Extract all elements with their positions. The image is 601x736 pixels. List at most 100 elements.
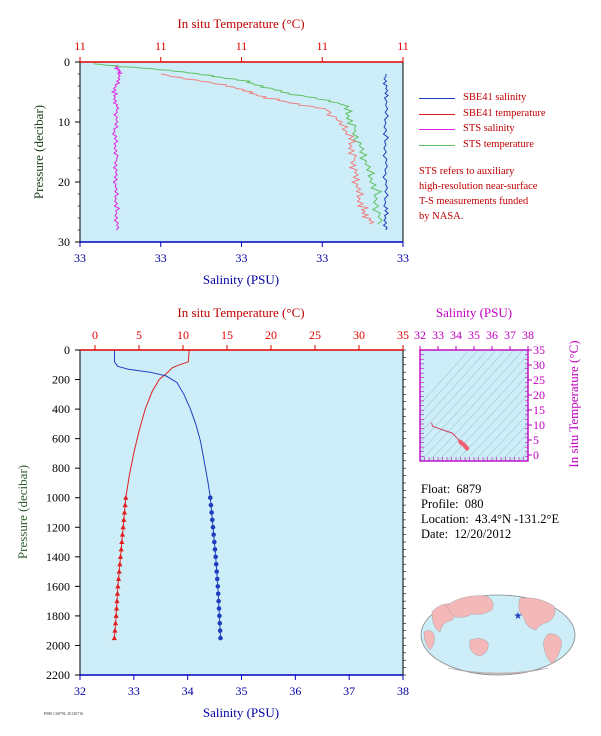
- float-location-marker: ★: [514, 611, 523, 622]
- temperature-marker: [120, 524, 126, 530]
- legend-swatch: [419, 98, 455, 99]
- temperature-marker: [114, 598, 120, 604]
- top-sal-axis-label: Salinity (PSU): [203, 272, 279, 287]
- legend-label: STS temperature: [463, 138, 534, 150]
- map-land-africa: [423, 630, 435, 651]
- salinity-marker: [214, 576, 220, 582]
- main-pressure-tick-label: 1000: [46, 491, 70, 505]
- ts-temp-tick-label: 25: [533, 373, 545, 387]
- salinity-marker: [211, 532, 216, 537]
- salinity-marker: [217, 613, 222, 619]
- legend-item-sbe41-temperature: SBE41 temperature: [419, 108, 546, 124]
- top-pressure-tick-label: 30: [58, 235, 70, 249]
- top-pressure-tick-label: 10: [58, 115, 70, 129]
- salinity-marker: [210, 524, 216, 530]
- ts-isoline: [420, 350, 515, 453]
- note-line: by NASA.: [419, 211, 464, 222]
- legend-label: SBE41 temperature: [463, 107, 546, 119]
- main-pressure-tick-label: 600: [52, 432, 70, 446]
- top-pressure-tick-label: 0: [64, 55, 70, 69]
- date-value: 12/20/2012: [454, 527, 512, 541]
- legend-swatch: [419, 144, 455, 146]
- main-pressure-tick-label: 400: [52, 402, 70, 416]
- salinity-marker: [214, 569, 220, 574]
- ts-isoline: [420, 350, 506, 443]
- main-pressure-tick-label: 2000: [46, 638, 70, 652]
- main-temp-tick-label: 0: [92, 328, 98, 342]
- main-pressure-tick-label: 0: [64, 343, 70, 357]
- ts-panel: Salinity (PSU) 32 33 34 35 36 37 38 0510152025…: [414, 305, 581, 468]
- legend-swatch: [419, 113, 455, 115]
- ts-temp-tick-label: 0: [533, 448, 539, 462]
- temperature-profile-line: [113, 349, 190, 639]
- profile-row: Profile: 080: [421, 497, 559, 512]
- salinity-marker: [217, 620, 223, 626]
- temperature-marker: [113, 612, 119, 618]
- top-sal-tick-label: 33: [155, 251, 167, 265]
- top-temp-tick-label: 11: [397, 39, 409, 53]
- salinity-marker: [212, 539, 217, 545]
- ts-temp-tick-label: 15: [533, 403, 545, 417]
- temperature-marker: [116, 568, 122, 574]
- map-land-antarctica: [447, 667, 549, 675]
- ts-temp-tick-label: 30: [533, 358, 545, 372]
- salinity-marker: [213, 561, 219, 567]
- ts-isoline: [509, 442, 528, 461]
- temperature-marker: [122, 502, 128, 508]
- temperature-marker: [119, 531, 126, 537]
- top-series-line: [93, 63, 383, 225]
- map-land-australia: [469, 638, 489, 657]
- main-sal-tick-label: 38: [397, 684, 409, 698]
- top-temp-tick-label: 11: [74, 39, 86, 53]
- profile-value: 080: [464, 497, 484, 511]
- note-line: STS refers to auxiliary: [419, 166, 515, 177]
- main-pressure-tick-label: 1600: [46, 579, 70, 593]
- main-sal-tick-label: 32: [74, 684, 86, 698]
- salinity-marker: [208, 502, 214, 508]
- main-temp-tick-label: 30: [353, 328, 365, 342]
- note-line: T-S measurements funded: [419, 196, 529, 207]
- float-label: Float:: [421, 482, 451, 496]
- top-sal-tick-label: 33: [74, 251, 86, 265]
- main-temp-tick-label: 25: [309, 328, 321, 342]
- main-pressure-tick-label: 200: [52, 373, 70, 387]
- top-series-line: [110, 64, 124, 231]
- top-temp-tick-label: 11: [316, 39, 328, 53]
- map-land-south-america: [543, 633, 563, 665]
- top-plot-area: [79, 61, 404, 243]
- date-row: Date: 12/20/2012: [421, 527, 559, 542]
- salinity-marker: [209, 517, 215, 523]
- main-temp-tick-label: 5: [136, 328, 142, 342]
- main-sal-tick-label: 36: [289, 684, 301, 698]
- top-temp-axis-label: In situ Temperature (°C): [177, 16, 304, 31]
- ts-temp-tick-label: 10: [533, 418, 545, 432]
- top-sal-tick-label: 33: [236, 251, 248, 265]
- main-sal-tick-label: 33: [128, 684, 140, 698]
- ts-isoline: [420, 350, 488, 424]
- temperature-marker: [123, 494, 129, 500]
- footer-code: P080 C6879L 20130716: [44, 711, 83, 716]
- top-temp-tick-label: 11: [236, 39, 248, 53]
- location-row: Location: 43.4°N -131.2°E: [421, 512, 559, 527]
- legend-item-sts-salinity: STS salinity: [419, 123, 546, 139]
- legend-swatch: [419, 129, 455, 130]
- ts-sal-axis-label: Salinity (PSU): [436, 305, 512, 320]
- ts-sal-ticks: 32 33 34 35 36 37 38: [414, 328, 534, 350]
- ts-temp-tick-label: 35: [533, 343, 545, 357]
- main-sal-tick-label: 37: [343, 684, 355, 698]
- main-sal-tick-label: 34: [182, 684, 194, 698]
- main-temp-tick-label: 35: [397, 328, 409, 342]
- top-series-line: [160, 73, 375, 225]
- main-panel: In situ Temperature (°C) 0 5 10 15 20 25 30 35 …: [15, 305, 409, 720]
- ts-marker: [464, 446, 470, 451]
- main-sal-ticks: 32 33 34 35 36 37 38: [74, 675, 409, 698]
- float-row: Float: 6879: [421, 482, 559, 497]
- main-pressure-tick-label: 800: [52, 461, 70, 475]
- salinity-marker: [212, 547, 218, 552]
- ts-density-isolines: [420, 350, 528, 461]
- top-series-line: [382, 74, 390, 231]
- temperature-marker: [117, 553, 124, 559]
- salinity-marker: [216, 606, 222, 611]
- temperature-marker: [121, 516, 127, 522]
